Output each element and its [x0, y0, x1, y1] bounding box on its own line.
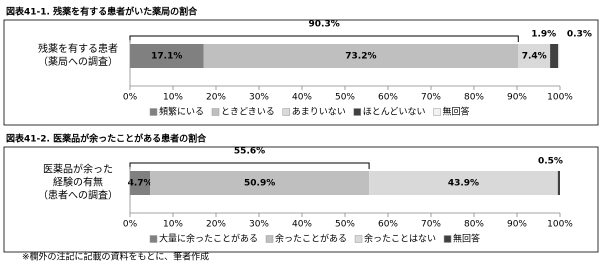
legend-label: 無回答 — [453, 233, 480, 245]
data-label: 73.2% — [345, 52, 376, 62]
legend-swatch — [443, 235, 452, 243]
data-label: 7.4% — [522, 52, 547, 62]
legend-swatch — [265, 235, 274, 243]
bar-segment — [130, 44, 204, 68]
category-label: 医薬品が余った 経験の有無 （患者への調査） — [38, 164, 118, 202]
x-tick-label: 50% — [335, 220, 355, 230]
footnote: ※欄外の注記に記載の資料をもとに、筆者作成 — [22, 251, 209, 263]
x-tick-label: 90% — [507, 220, 527, 230]
legend-label: 余ったことがある — [275, 233, 347, 245]
chart-title: 図表41-2. 医薬品が余ったことがある患者の割合 — [6, 133, 207, 145]
x-tick-label: 80% — [464, 93, 484, 103]
x-tick-label: 0% — [123, 93, 138, 103]
x-tick-label: 90% — [507, 93, 527, 103]
bar-segment — [518, 44, 551, 68]
legend-label: 余ったことはない — [364, 233, 436, 245]
data-label: 43.9% — [448, 179, 479, 189]
legend-label: 頻繁にいる — [159, 106, 204, 118]
legend-swatch — [353, 108, 362, 116]
bar-segment — [550, 44, 559, 68]
x-tick-label: 10% — [163, 220, 183, 230]
bracket-label: 55.6% — [234, 147, 265, 157]
data-label: 1.9% — [531, 30, 556, 40]
legend-swatch — [282, 108, 290, 116]
x-tick-label: 20% — [206, 220, 226, 230]
chart-frame — [3, 146, 599, 253]
legend-label: あまりいない — [292, 107, 346, 118]
legend-label: 大量に余ったことがある — [159, 233, 258, 245]
legend-label: 無回答 — [443, 106, 470, 118]
x-tick-label: 10% — [163, 93, 183, 103]
x-tick-label: 60% — [378, 93, 398, 103]
legend-swatch — [354, 235, 363, 243]
bar-segment — [557, 171, 560, 195]
chart-frame — [3, 19, 599, 126]
category-label: 残薬を有する患者 （薬局への調査） — [38, 44, 118, 68]
bar-segment — [558, 44, 560, 68]
x-tick-label: 30% — [249, 220, 269, 230]
data-label: 0.5% — [538, 157, 563, 167]
x-tick-label: 70% — [421, 93, 441, 103]
data-label: 50.9% — [244, 179, 275, 189]
bracket-label: 90.3% — [309, 20, 340, 30]
data-label: 0.3% — [567, 30, 592, 40]
bar-segment — [150, 171, 370, 195]
x-tick-label: 30% — [249, 93, 269, 103]
data-label: 17.1% — [151, 52, 182, 62]
x-tick-label: 20% — [206, 93, 226, 103]
legend-label: ほとんどいない — [363, 107, 426, 118]
x-tick-label: 0% — [123, 220, 138, 230]
x-tick-label: 80% — [464, 220, 484, 230]
legend-label: ときどきいる — [221, 107, 275, 118]
legend-swatch — [149, 108, 158, 116]
bracket — [129, 162, 370, 169]
data-label: 4.7% — [128, 179, 153, 189]
bracket — [129, 35, 519, 42]
legend-swatch — [211, 108, 220, 116]
chart-title: 図表41-1. 残薬を有する患者がいた薬局の割合 — [6, 6, 198, 18]
legend-swatch — [433, 108, 441, 116]
x-tick-label: 70% — [421, 220, 441, 230]
x-tick-label: 40% — [292, 93, 312, 103]
bar-segment — [130, 171, 151, 195]
legend-swatch — [149, 235, 158, 243]
bar-segment — [369, 171, 558, 195]
x-tick-label: 40% — [292, 220, 312, 230]
bar-segment — [203, 44, 519, 68]
x-tick-label: 100% — [547, 220, 573, 230]
x-tick-label: 50% — [335, 93, 355, 103]
x-tick-label: 100% — [547, 93, 573, 103]
x-tick-label: 60% — [378, 220, 398, 230]
